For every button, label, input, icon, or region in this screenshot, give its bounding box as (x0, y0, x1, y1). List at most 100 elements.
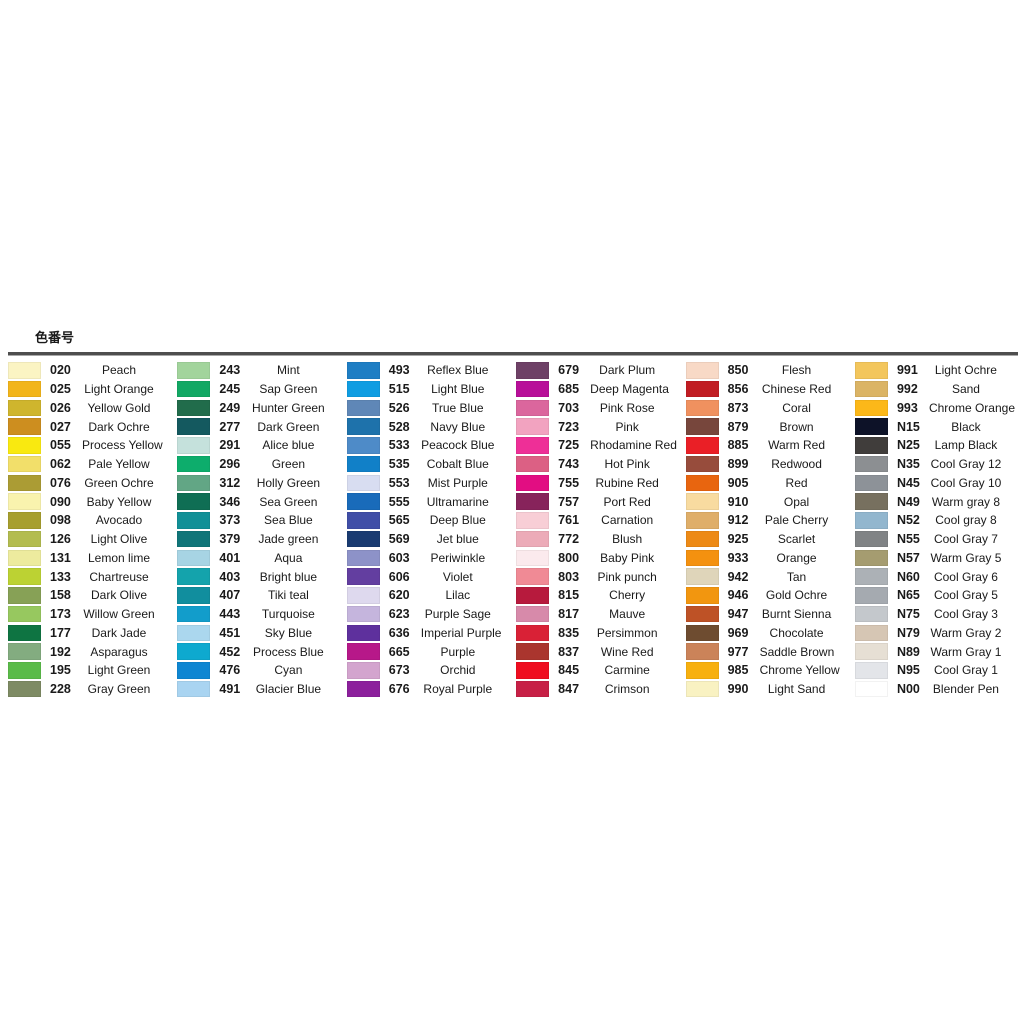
color-name: Dark Plum (599, 363, 656, 378)
color-swatch (516, 605, 550, 623)
swatch-row: 850 Flesh (685, 361, 849, 380)
color-code: 131 (50, 550, 71, 565)
swatch-row: N25 Lamp Black (854, 436, 1018, 455)
color-swatch (854, 530, 888, 548)
swatch-row: 535 Cobalt Blue (346, 455, 510, 474)
swatch-row: 755 Rubine Red (516, 474, 679, 493)
swatch-row: N35 Cool Gray 12 (854, 455, 1018, 474)
color-name: Hot Pink (604, 457, 650, 472)
color-swatch (854, 380, 888, 398)
color-code: 856 (727, 382, 749, 397)
color-name: True Blue (431, 400, 484, 415)
color-swatch (346, 605, 380, 623)
color-name: Light Olive (90, 532, 148, 547)
color-name: Lilac (445, 588, 471, 603)
color-swatch (346, 437, 380, 454)
color-code: N75 (896, 607, 920, 622)
swatch-row: 761 Carnation (516, 511, 679, 530)
color-swatch (346, 474, 380, 492)
color-code: 528 (388, 419, 410, 434)
color-name: Chinese Red (761, 382, 832, 397)
color-code: 985 (727, 663, 749, 678)
color-code: 725 (558, 438, 580, 453)
swatch-row: 946 Gold Ochre (685, 586, 849, 605)
swatch-row: 800 Baby Pink (516, 549, 679, 568)
color-swatch (685, 605, 719, 623)
color-code: 912 (727, 513, 749, 528)
swatch-row: 195 Light Green (8, 661, 171, 680)
color-swatch (685, 587, 719, 604)
color-code: 491 (219, 682, 241, 697)
color-name: Cool Gray 3 (933, 607, 998, 622)
color-code: 192 (50, 644, 71, 659)
color-code: 946 (727, 588, 749, 603)
color-swatch (516, 493, 550, 510)
color-name: Navy Blue (430, 419, 486, 434)
color-name: Tan (786, 569, 807, 584)
color-name: Gray Green (87, 682, 151, 697)
color-swatch (516, 399, 550, 417)
color-name: Hunter Green (252, 400, 325, 415)
swatch-row: 491 Glacier Blue (177, 680, 340, 699)
color-name: Rubine Red (595, 475, 659, 490)
color-swatch (8, 643, 41, 660)
color-code: N35 (896, 457, 920, 472)
color-code: 443 (219, 607, 241, 622)
color-swatch (346, 530, 380, 548)
color-name: Flesh (781, 363, 812, 378)
swatch-row: 515 Light Blue (346, 380, 510, 399)
color-name: Warm gray 8 (931, 494, 1001, 509)
color-code: 947 (727, 607, 749, 622)
swatch-row: 528 Navy Blue (346, 417, 510, 436)
color-code: 761 (558, 513, 580, 528)
swatch-row: 993 Chrome Orange (854, 399, 1018, 418)
color-swatch (177, 680, 211, 698)
color-code: 815 (558, 588, 580, 603)
color-name: Cobalt Blue (426, 457, 489, 472)
color-name: Jet blue (436, 532, 479, 547)
swatch-row: 725 Rhodamine Red (516, 436, 679, 455)
color-name: Mauve (609, 607, 646, 622)
swatch-row: 296 Green (177, 455, 340, 474)
color-name: Mint (277, 363, 300, 378)
color-name: Lemon lime (87, 550, 151, 565)
color-code: 992 (896, 382, 918, 397)
color-swatch (346, 512, 380, 529)
color-swatch (854, 437, 888, 454)
swatch-row: 912 Pale Cherry (685, 511, 849, 530)
color-code: 993 (896, 400, 918, 415)
color-code: 991 (896, 363, 918, 378)
swatch-row: 027 Dark Ochre (8, 417, 171, 436)
color-code: 723 (558, 419, 580, 434)
color-code: 620 (388, 588, 410, 603)
swatch-row: 942 Tan (685, 567, 849, 586)
color-code: 228 (50, 682, 71, 697)
color-name: Green Ochre (84, 475, 154, 490)
color-swatch (8, 474, 41, 492)
color-code: 555 (388, 494, 410, 509)
color-swatch (8, 399, 41, 417)
color-name: Chrome Orange (928, 400, 1015, 415)
swatch-row: N89 Warm Gray 1 (854, 642, 1018, 661)
color-code: 990 (727, 682, 749, 697)
color-swatch (8, 437, 41, 454)
color-name: Cool Gray 5 (933, 588, 998, 603)
color-name: Jade green (258, 532, 319, 547)
color-code: 373 (219, 513, 241, 528)
color-code: 027 (50, 419, 71, 434)
color-code: 133 (50, 569, 71, 584)
color-swatch (177, 455, 211, 473)
color-name: Cool Gray 6 (933, 569, 998, 584)
swatch-grid: 020 Peach 025 Light Orange 026 Yellow Gold 027… (8, 361, 1018, 699)
color-swatch (685, 680, 719, 698)
color-name: Sky Blue (264, 625, 313, 640)
swatch-row: 879 Brown (685, 417, 849, 436)
color-code: 553 (388, 475, 410, 490)
color-swatch (685, 474, 719, 492)
color-swatch (516, 474, 550, 492)
color-swatch (177, 512, 211, 529)
color-swatch (346, 399, 380, 417)
color-code: 291 (219, 438, 241, 453)
color-swatch (854, 680, 888, 698)
swatch-row: N15 Black (854, 417, 1018, 436)
